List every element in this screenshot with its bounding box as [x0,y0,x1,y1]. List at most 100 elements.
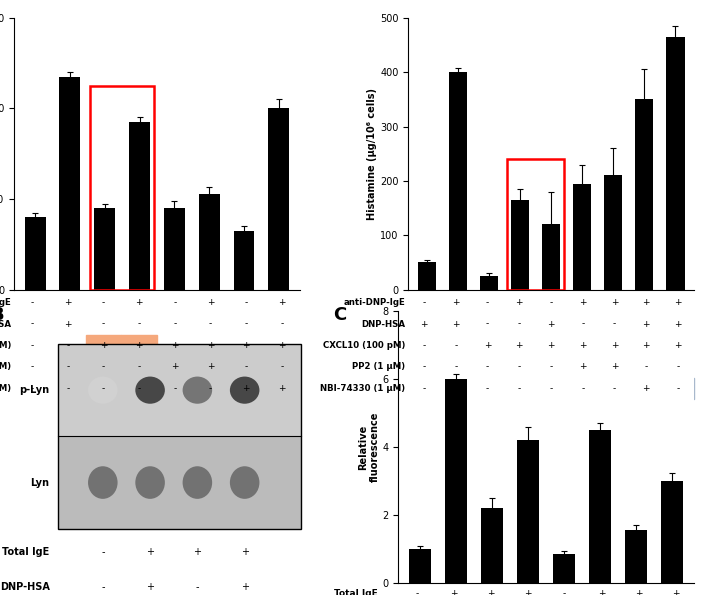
Text: CXCL10 (100 pM): CXCL10 (100 pM) [323,341,406,350]
Text: -: - [102,298,105,307]
Text: p-Lyn: p-Lyn [20,385,50,395]
Text: +: + [242,384,250,393]
Text: -: - [423,298,426,307]
Bar [94,208,115,290]
Bar [507,159,564,290]
Text: -: - [209,320,212,328]
Text: -: - [101,582,105,592]
Bar [25,217,45,290]
Text: -: - [613,320,616,328]
Ellipse shape [183,377,212,404]
Text: -: - [173,320,176,328]
Text: +: + [421,320,428,328]
Bar [59,77,80,290]
Text: -: - [486,362,489,371]
Text: -: - [518,362,521,371]
Text: -: - [423,362,426,371]
Bar [59,344,301,529]
Bar [518,440,539,583]
Text: -: - [486,384,489,393]
Bar [59,344,301,436]
Text: Total IgE: Total IgE [334,590,378,595]
Text: +: + [598,590,605,595]
Text: +: + [135,341,143,350]
Text: -: - [644,362,648,371]
Text: +: + [146,582,154,592]
Text: PP2 (1 μM): PP2 (1 μM) [353,362,406,371]
Text: -: - [423,384,426,393]
Text: DNP-HSA: DNP-HSA [0,582,50,592]
Text: +: + [450,590,457,595]
Text: +: + [634,590,642,595]
Text: +: + [674,298,682,307]
Text: anti-DNP-IgE: anti-DNP-IgE [343,298,406,307]
Y-axis label: Histamine (μg/10⁶ cells): Histamine (μg/10⁶ cells) [367,87,377,220]
Bar [234,231,254,290]
Text: -: - [173,384,176,393]
Text: +: + [278,298,285,307]
Text: C: C [333,306,346,324]
Text: Total IgE: Total IgE [2,547,50,557]
Text: DNP-HSA: DNP-HSA [361,320,406,328]
Text: -: - [518,320,521,328]
Text: -: - [195,582,199,592]
Text: -: - [455,362,457,371]
Bar [481,508,503,583]
Bar [542,224,560,290]
Bar [666,37,685,290]
Text: +: + [524,590,532,595]
Text: +: + [452,320,459,328]
Text: -: - [173,298,176,307]
Ellipse shape [135,377,165,404]
Text: +: + [642,320,650,328]
Text: +: + [207,298,215,307]
Text: +: + [171,341,178,350]
Text: +: + [100,341,107,350]
Text: +: + [642,384,650,393]
Text: -: - [563,590,566,595]
Text: -: - [66,341,69,350]
Text: -: - [209,384,212,393]
Text: -: - [244,298,248,307]
Bar [268,108,290,290]
Text: -: - [581,320,584,328]
Ellipse shape [230,466,259,499]
Text: +: + [487,590,494,595]
Text: DNP-HSA: DNP-HSA [0,320,11,328]
Bar [90,86,154,290]
Text: +: + [579,341,586,350]
Text: -: - [137,320,141,328]
Text: -: - [30,384,34,393]
Text: +: + [642,341,650,350]
Text: -: - [518,384,521,393]
Text: -: - [66,362,69,371]
Text: -: - [676,362,680,371]
Bar [661,481,683,583]
Ellipse shape [88,377,118,404]
Text: +: + [207,362,215,371]
Text: +: + [484,341,491,350]
Bar [129,122,150,290]
Text: +: + [171,362,178,371]
Bar [589,430,611,583]
Text: +: + [241,547,249,557]
Text: -: - [613,384,616,393]
Bar [409,549,430,583]
Text: -: - [280,362,283,371]
Text: +: + [278,384,285,393]
Text: +: + [207,341,215,350]
Bar [164,208,185,290]
Text: +: + [611,298,618,307]
Bar [553,554,575,583]
Text: +: + [579,298,586,307]
Text: PP2 (1 μM): PP2 (1 μM) [0,362,11,371]
Text: -: - [549,298,553,307]
Text: -: - [244,320,248,328]
Ellipse shape [135,466,165,499]
Ellipse shape [230,377,259,404]
Text: +: + [64,298,72,307]
Text: -: - [549,384,553,393]
Text: +: + [64,320,72,328]
Text: -: - [101,547,105,557]
Text: +: + [611,341,618,350]
